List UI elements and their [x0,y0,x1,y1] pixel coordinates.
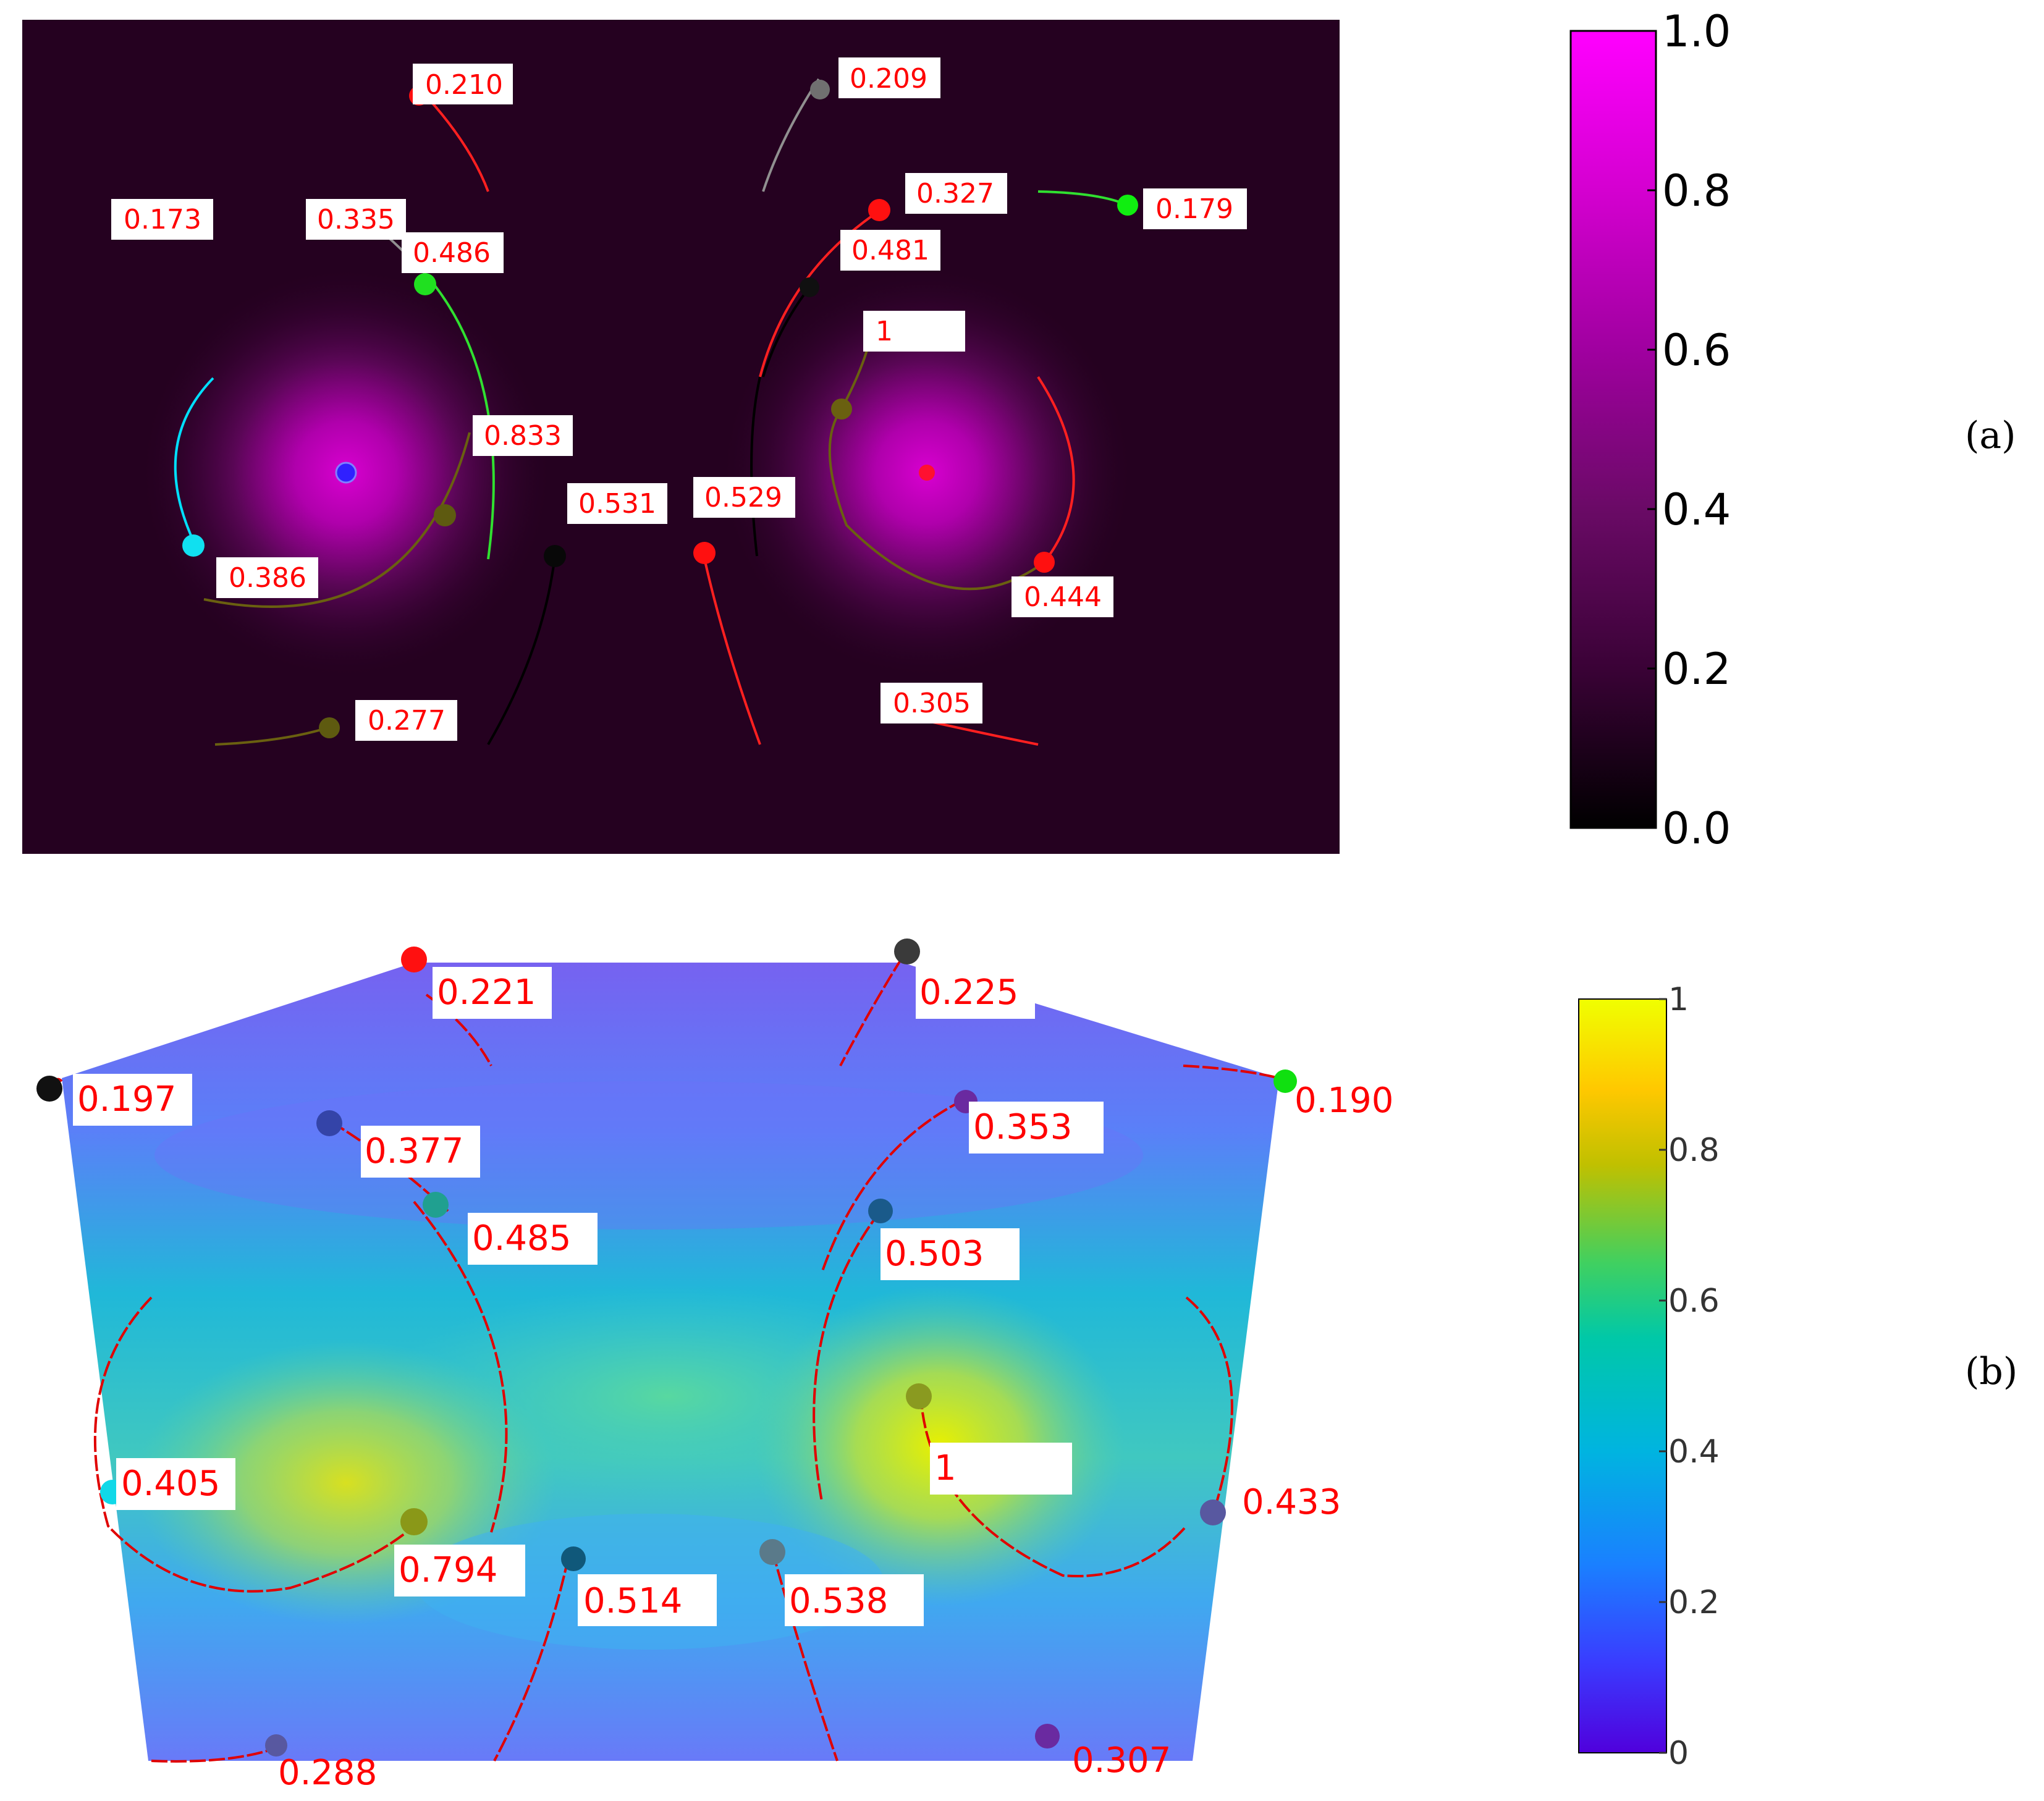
label-a-13: 0.444 [1011,576,1113,617]
panel-a: 0.210 0.209 0.173 0.335 0.486 0.327 0.17… [22,6,2016,854]
label-a-9: 0.833 [473,415,573,456]
svg-text:0.514: 0.514 [583,1581,682,1621]
label-b-15: 0.307 [1072,1740,1171,1781]
cb-a-tick-1: 0.2 [1662,644,1731,694]
svg-text:0.433: 0.433 [1242,1482,1341,1522]
label-b-10: 0.433 [1242,1482,1341,1522]
colorbar-a: 0.0 0.2 0.4 0.6 0.8 1.0 [1569,6,1731,854]
cb-b-tick-3: 0.6 [1668,1283,1720,1320]
panel-b-letter: (b) [1965,1350,2017,1393]
svg-text:0.305: 0.305 [893,688,971,719]
label-b-4: 0.377 [361,1126,480,1178]
label-b-8: 0.405 [116,1458,235,1510]
label-b-9: 1 [930,1443,1072,1495]
svg-text:0.531: 0.531 [578,488,656,520]
svg-text:0.538: 0.538 [789,1581,888,1621]
svg-text:0.288: 0.288 [278,1753,377,1793]
label-b-0: 0.221 [433,967,552,1019]
svg-text:0.481: 0.481 [851,235,929,266]
label-a-12: 0.386 [216,557,318,598]
cb-b-tick-2: 0.4 [1668,1433,1720,1470]
label-b-1: 0.225 [916,967,1035,1019]
svg-text:0.529: 0.529 [704,482,782,513]
label-a-11: 0.529 [693,477,795,518]
cb-a-tick-3: 0.6 [1662,325,1731,376]
label-b-3: 0.190 [1294,1081,1393,1121]
label-a-7: 0.481 [840,230,940,271]
svg-text:0.485: 0.485 [472,1218,571,1259]
source-red-dot [919,465,935,481]
svg-text:0.405: 0.405 [121,1464,220,1504]
svg-text:0.179: 0.179 [1155,193,1233,225]
source-blue-dot [335,462,357,484]
label-b-6: 0.485 [468,1213,598,1265]
label-b-7: 0.503 [881,1228,1020,1280]
label-a-10: 0.531 [567,483,667,524]
label-a-2: 0.173 [111,199,213,240]
label-a-5: 0.327 [905,173,1007,214]
label-b-11: 0.794 [394,1545,525,1596]
label-a-0: 0.210 [413,64,513,104]
cb-b-tick-1: 0.2 [1668,1584,1720,1621]
svg-text:0.173: 0.173 [124,204,201,235]
label-b-2: 0.197 [73,1074,192,1126]
cb-a-tick-2: 0.4 [1662,484,1731,535]
svg-text:0.833: 0.833 [484,420,562,452]
svg-text:0.307: 0.307 [1072,1740,1171,1781]
svg-text:0.277: 0.277 [368,705,446,736]
svg-text:0.386: 0.386 [229,562,306,594]
label-b-14: 0.288 [278,1753,377,1793]
panel-b-field [62,963,1279,1761]
svg-text:0.353: 0.353 [973,1107,1072,1147]
label-a-3: 0.335 [306,199,406,240]
label-a-6: 0.179 [1143,188,1247,229]
label-b-12: 0.514 [578,1574,717,1626]
svg-text:0.794: 0.794 [399,1550,497,1590]
colorbar-b: 0 0.2 0.4 0.6 0.8 1 [1578,981,1720,1772]
label-b-5: 0.353 [969,1102,1104,1154]
cb-b-tick-0: 0 [1668,1735,1689,1772]
svg-text:0.209: 0.209 [850,63,927,95]
svg-text:0.221: 0.221 [437,972,536,1013]
svg-text:1: 1 [934,1448,957,1488]
labels-a: 0.210 0.209 0.173 0.335 0.486 0.327 0.17… [111,57,1247,741]
cb-b-tick-4: 0.8 [1668,1132,1720,1169]
svg-text:0.486: 0.486 [413,237,491,269]
cb-a-tick-0: 0.0 [1662,803,1731,854]
svg-text:0.377: 0.377 [365,1131,463,1171]
labels-b: 0.221 0.225 0.197 0.190 0.377 0.353 0.48… [73,967,1393,1793]
svg-text:0.190: 0.190 [1294,1081,1393,1121]
label-a-14: 0.277 [355,700,457,741]
label-a-15: 0.305 [881,683,982,723]
cb-a-tick-4: 0.8 [1662,166,1731,216]
svg-text:0.444: 0.444 [1024,581,1102,613]
svg-text:0.503: 0.503 [885,1234,984,1274]
svg-text:1: 1 [876,316,893,347]
label-b-13: 0.538 [785,1574,924,1626]
label-a-4: 0.486 [402,232,504,273]
panel-a-letter: (a) [1965,414,2016,457]
svg-text:0.335: 0.335 [317,204,395,235]
panel-b: 0.221 0.225 0.197 0.190 0.377 0.353 0.48… [36,938,2017,1793]
sensor-dots-a [182,80,1138,738]
svg-text:0.225: 0.225 [919,972,1018,1013]
svg-text:0.210: 0.210 [425,69,503,101]
svg-text:0.197: 0.197 [77,1079,176,1120]
cb-a-tick-5: 1.0 [1662,6,1731,57]
svg-text:0.327: 0.327 [916,178,994,209]
cb-b-tick-5: 1 [1668,981,1689,1018]
label-a-1: 0.209 [838,57,940,98]
label-a-8: 1 [863,311,965,352]
